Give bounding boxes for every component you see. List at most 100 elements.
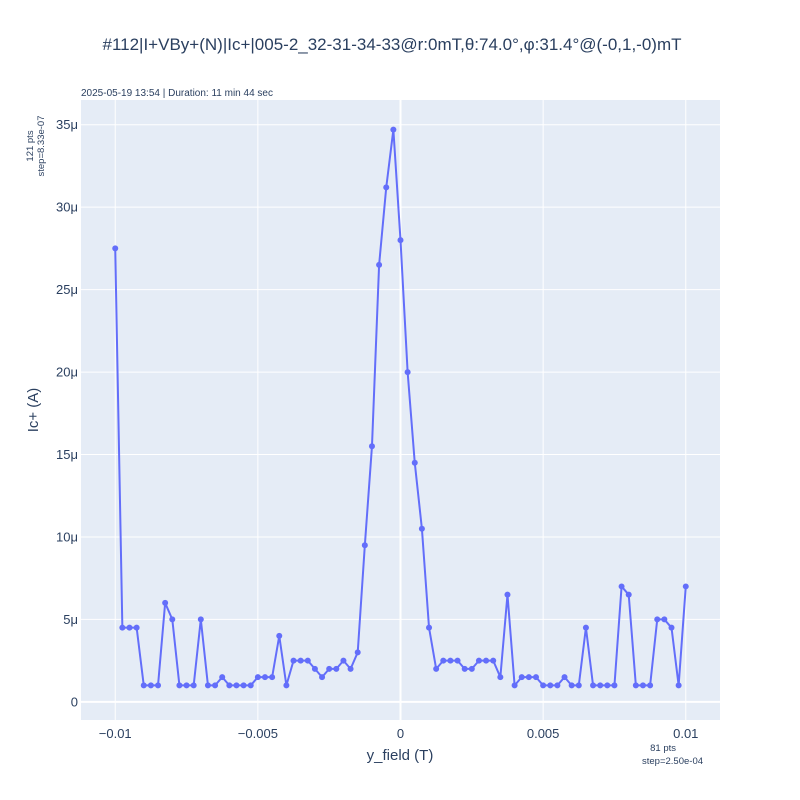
data-point[interactable] xyxy=(126,624,133,631)
data-point[interactable] xyxy=(169,616,176,623)
data-point[interactable] xyxy=(297,657,304,664)
data-point[interactable] xyxy=(361,542,368,549)
series-points xyxy=(112,126,689,689)
data-point[interactable] xyxy=(618,583,625,590)
data-point[interactable] xyxy=(547,682,554,689)
data-point[interactable] xyxy=(376,261,383,268)
data-point[interactable] xyxy=(269,674,276,681)
data-point[interactable] xyxy=(533,674,539,681)
data-point[interactable] xyxy=(611,682,618,689)
y-axis-title: Ic+ (A) xyxy=(25,388,42,433)
data-point[interactable] xyxy=(383,184,390,191)
data-point[interactable] xyxy=(568,682,575,689)
data-point[interactable] xyxy=(582,624,589,631)
data-point[interactable] xyxy=(461,665,468,672)
data-point[interactable] xyxy=(447,657,454,664)
data-point[interactable] xyxy=(133,624,140,631)
data-point[interactable] xyxy=(276,632,283,639)
data-point[interactable] xyxy=(597,682,604,689)
data-point[interactable] xyxy=(176,682,183,689)
data-point[interactable] xyxy=(240,682,247,689)
data-point[interactable] xyxy=(504,591,511,598)
data-point[interactable] xyxy=(233,682,240,689)
data-point[interactable] xyxy=(140,682,147,689)
data-point[interactable] xyxy=(511,682,518,689)
data-point[interactable] xyxy=(475,657,482,664)
data-point[interactable] xyxy=(554,682,561,689)
data-point[interactable] xyxy=(682,583,689,590)
x-tick-label: −0.01 xyxy=(99,726,132,741)
data-point[interactable] xyxy=(112,245,119,252)
grid xyxy=(81,100,720,720)
axis-ticks: −0.01 −0.005 0 0.005 0.01 0 5μ 10μ 15μ 20μ 25μ 30μ 3… xyxy=(56,117,698,741)
data-point[interactable] xyxy=(647,682,654,689)
data-point[interactable] xyxy=(668,624,675,631)
data-point[interactable] xyxy=(333,665,340,672)
y-tick-label: 0 xyxy=(71,694,78,709)
x-points-note: 81 pts xyxy=(650,743,676,754)
data-point[interactable] xyxy=(639,682,646,689)
x-tick-label: 0 xyxy=(397,726,404,741)
data-point[interactable] xyxy=(183,682,190,689)
y-tick-label: 5μ xyxy=(63,612,78,627)
data-point[interactable] xyxy=(397,237,404,244)
data-point[interactable] xyxy=(304,657,311,664)
y-tick-label: 35μ xyxy=(56,117,78,132)
data-point[interactable] xyxy=(155,682,162,689)
data-point[interactable] xyxy=(575,682,582,689)
data-point[interactable] xyxy=(590,682,597,689)
data-point[interactable] xyxy=(625,591,632,598)
data-point[interactable] xyxy=(497,674,504,681)
data-point[interactable] xyxy=(212,682,219,689)
x-step-note: step=2.50e-04 xyxy=(642,756,703,767)
data-point[interactable] xyxy=(404,369,411,376)
data-point[interactable] xyxy=(368,443,375,450)
data-point[interactable] xyxy=(262,674,268,681)
data-point[interactable] xyxy=(525,674,532,681)
data-point[interactable] xyxy=(197,616,204,623)
data-point[interactable] xyxy=(190,682,197,689)
x-axis-title: y_field (T) xyxy=(367,747,434,764)
data-point[interactable] xyxy=(468,665,475,672)
data-point[interactable] xyxy=(490,657,497,664)
data-point[interactable] xyxy=(283,682,290,689)
y-tick-label: 30μ xyxy=(56,200,78,215)
data-point[interactable] xyxy=(654,616,661,623)
data-point[interactable] xyxy=(340,657,347,664)
data-point[interactable] xyxy=(604,682,611,689)
data-point[interactable] xyxy=(632,682,639,689)
x-tick-label: 0.005 xyxy=(527,726,560,741)
data-point[interactable] xyxy=(433,665,440,672)
data-point[interactable] xyxy=(561,674,568,681)
data-point[interactable] xyxy=(290,657,297,664)
data-point[interactable] xyxy=(483,657,490,664)
x-tick-label: 0.01 xyxy=(673,726,698,741)
data-point[interactable] xyxy=(411,459,418,466)
data-point[interactable] xyxy=(347,665,354,672)
data-point[interactable] xyxy=(311,665,318,672)
data-point[interactable] xyxy=(247,682,254,689)
chart-title: #112|I+VBy+(N)|Ic+|005-2_32-31-34-33@r:0… xyxy=(102,35,681,54)
data-point[interactable] xyxy=(440,657,447,664)
data-point[interactable] xyxy=(319,674,326,681)
data-point[interactable] xyxy=(518,674,525,681)
data-point[interactable] xyxy=(540,682,547,689)
data-point[interactable] xyxy=(254,674,261,681)
data-point[interactable] xyxy=(204,682,211,689)
data-point[interactable] xyxy=(661,616,668,623)
data-point[interactable] xyxy=(119,624,126,631)
y-tick-label: 10μ xyxy=(56,529,78,544)
y-tick-label: 20μ xyxy=(56,365,78,380)
data-point[interactable] xyxy=(418,525,425,532)
data-point[interactable] xyxy=(147,682,154,689)
data-point[interactable] xyxy=(426,624,433,631)
data-point[interactable] xyxy=(219,674,226,681)
data-point[interactable] xyxy=(390,126,397,133)
data-point[interactable] xyxy=(162,599,169,606)
data-point[interactable] xyxy=(226,682,233,689)
data-point[interactable] xyxy=(354,649,361,656)
data-point[interactable] xyxy=(675,682,682,689)
data-point[interactable] xyxy=(326,665,333,672)
data-point[interactable] xyxy=(454,657,461,664)
